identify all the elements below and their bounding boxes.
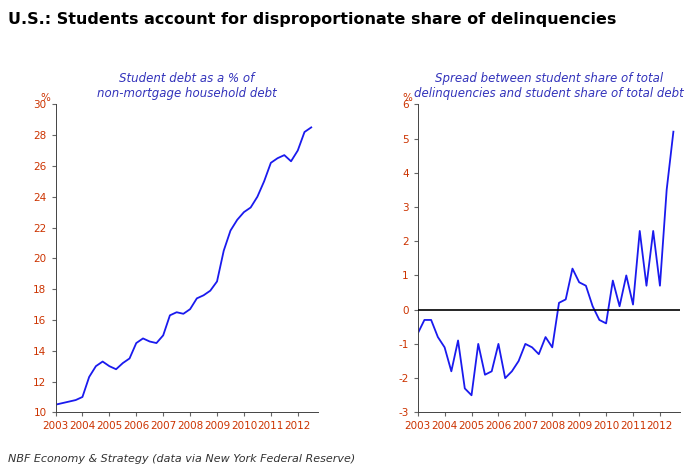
Title: Student debt as a % of
non-mortgage household debt: Student debt as a % of non-mortgage hous… — [97, 73, 277, 100]
Text: %: % — [40, 93, 50, 103]
Title: Spread between student share of total
delinquencies and student share of total d: Spread between student share of total de… — [414, 73, 684, 100]
Text: NBF Economy & Strategy (data via New York Federal Reserve): NBF Economy & Strategy (data via New Yor… — [8, 454, 355, 464]
Text: %: % — [403, 93, 412, 103]
Text: U.S.: Students account for disproportionate share of delinquencies: U.S.: Students account for disproportion… — [8, 12, 617, 27]
